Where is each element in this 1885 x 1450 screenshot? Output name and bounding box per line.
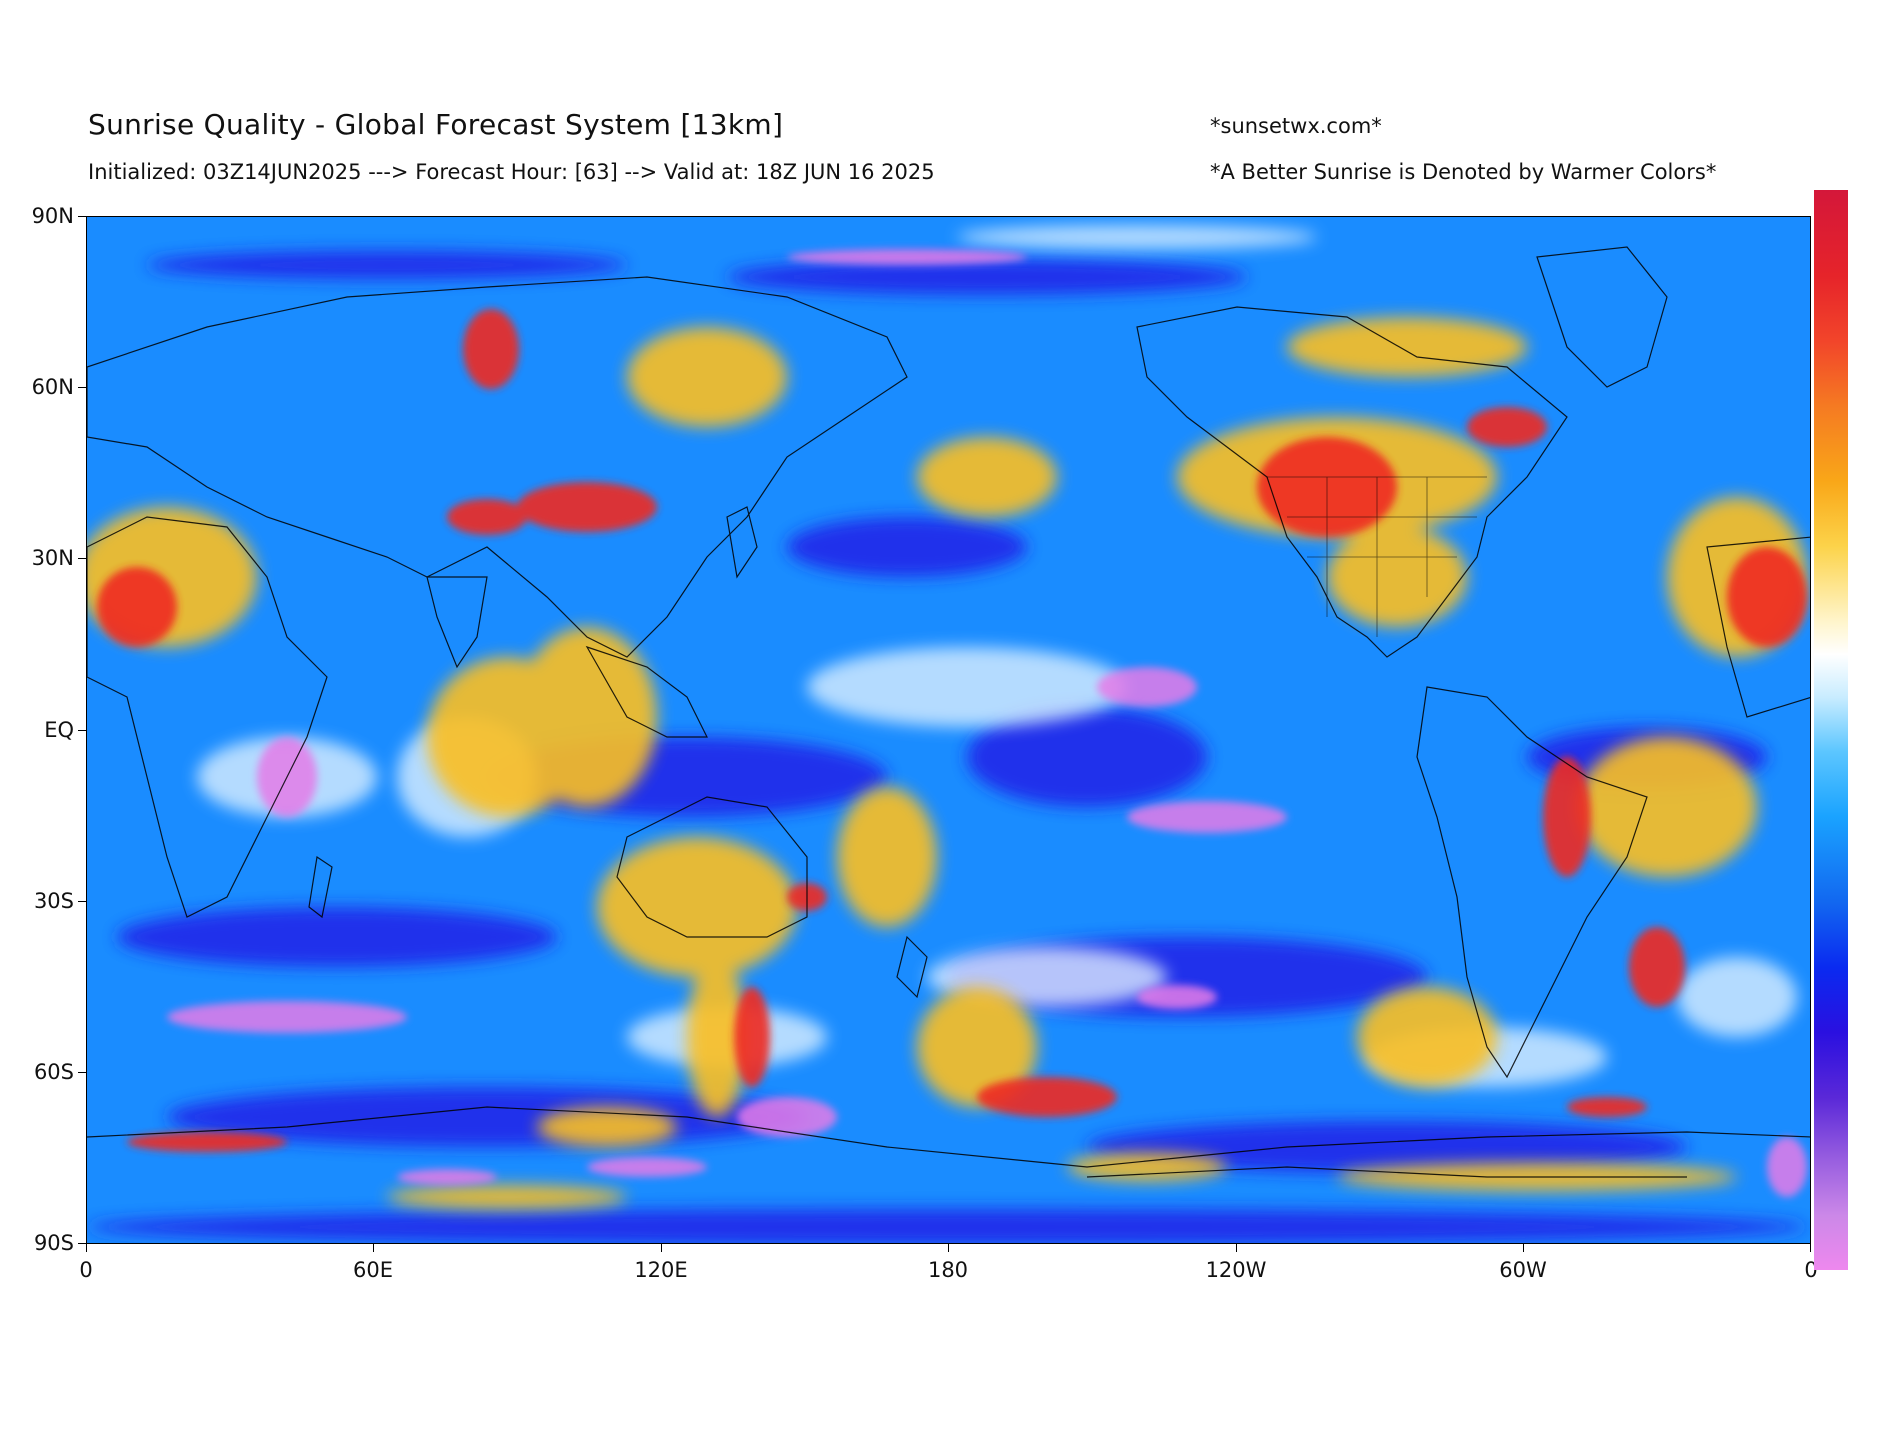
lat-tick — [78, 216, 86, 217]
lon-tick — [86, 1244, 87, 1252]
lon-tick — [1523, 1244, 1524, 1252]
lon-tick — [948, 1244, 949, 1252]
forecast-subtitle: Initialized: 03Z14JUN2025 ---> Forecast … — [88, 160, 935, 184]
lon-tick — [373, 1244, 374, 1252]
color-note: *A Better Sunrise is Denoted by Warmer C… — [1210, 160, 1717, 184]
lat-tick — [78, 1072, 86, 1073]
lat-tick — [78, 558, 86, 559]
lon-label-60w: 60W — [1499, 1258, 1547, 1282]
lon-tick — [661, 1244, 662, 1252]
lat-label-60s: 60S — [33, 1060, 74, 1084]
lon-label-180: 180 — [927, 1258, 969, 1282]
lat-label-60n: 60N — [31, 375, 74, 399]
lat-label-90s: 90S — [33, 1231, 74, 1255]
colorbar — [1814, 190, 1848, 1270]
lat-tick — [78, 387, 86, 388]
forecast-map[interactable] — [86, 216, 1811, 1244]
lon-label-120w: 120W — [1205, 1258, 1267, 1282]
lat-label-90n: 90N — [31, 204, 74, 228]
lat-label-30s: 30S — [33, 889, 74, 913]
site-credit: *sunsetwx.com* — [1210, 114, 1382, 138]
lat-tick — [78, 730, 86, 731]
lon-tick — [1810, 1244, 1811, 1252]
forecast-map-svg — [87, 217, 1810, 1243]
lon-tick — [1236, 1244, 1237, 1252]
coastlines — [87, 246, 1810, 1178]
lat-tick — [78, 901, 86, 902]
lon-label-0-left: 0 — [79, 1258, 93, 1282]
violet-regions — [167, 249, 1807, 1197]
lat-label-eq: EQ — [44, 718, 74, 742]
lon-label-120e: 120E — [634, 1258, 688, 1282]
lat-tick — [78, 1243, 86, 1244]
warm-regions — [87, 317, 1807, 1209]
us-borders — [1267, 476, 1487, 637]
lon-label-60e: 60E — [353, 1258, 393, 1282]
lat-label-30n: 30N — [31, 546, 74, 570]
chart-title: Sunrise Quality - Global Forecast System… — [88, 108, 784, 141]
